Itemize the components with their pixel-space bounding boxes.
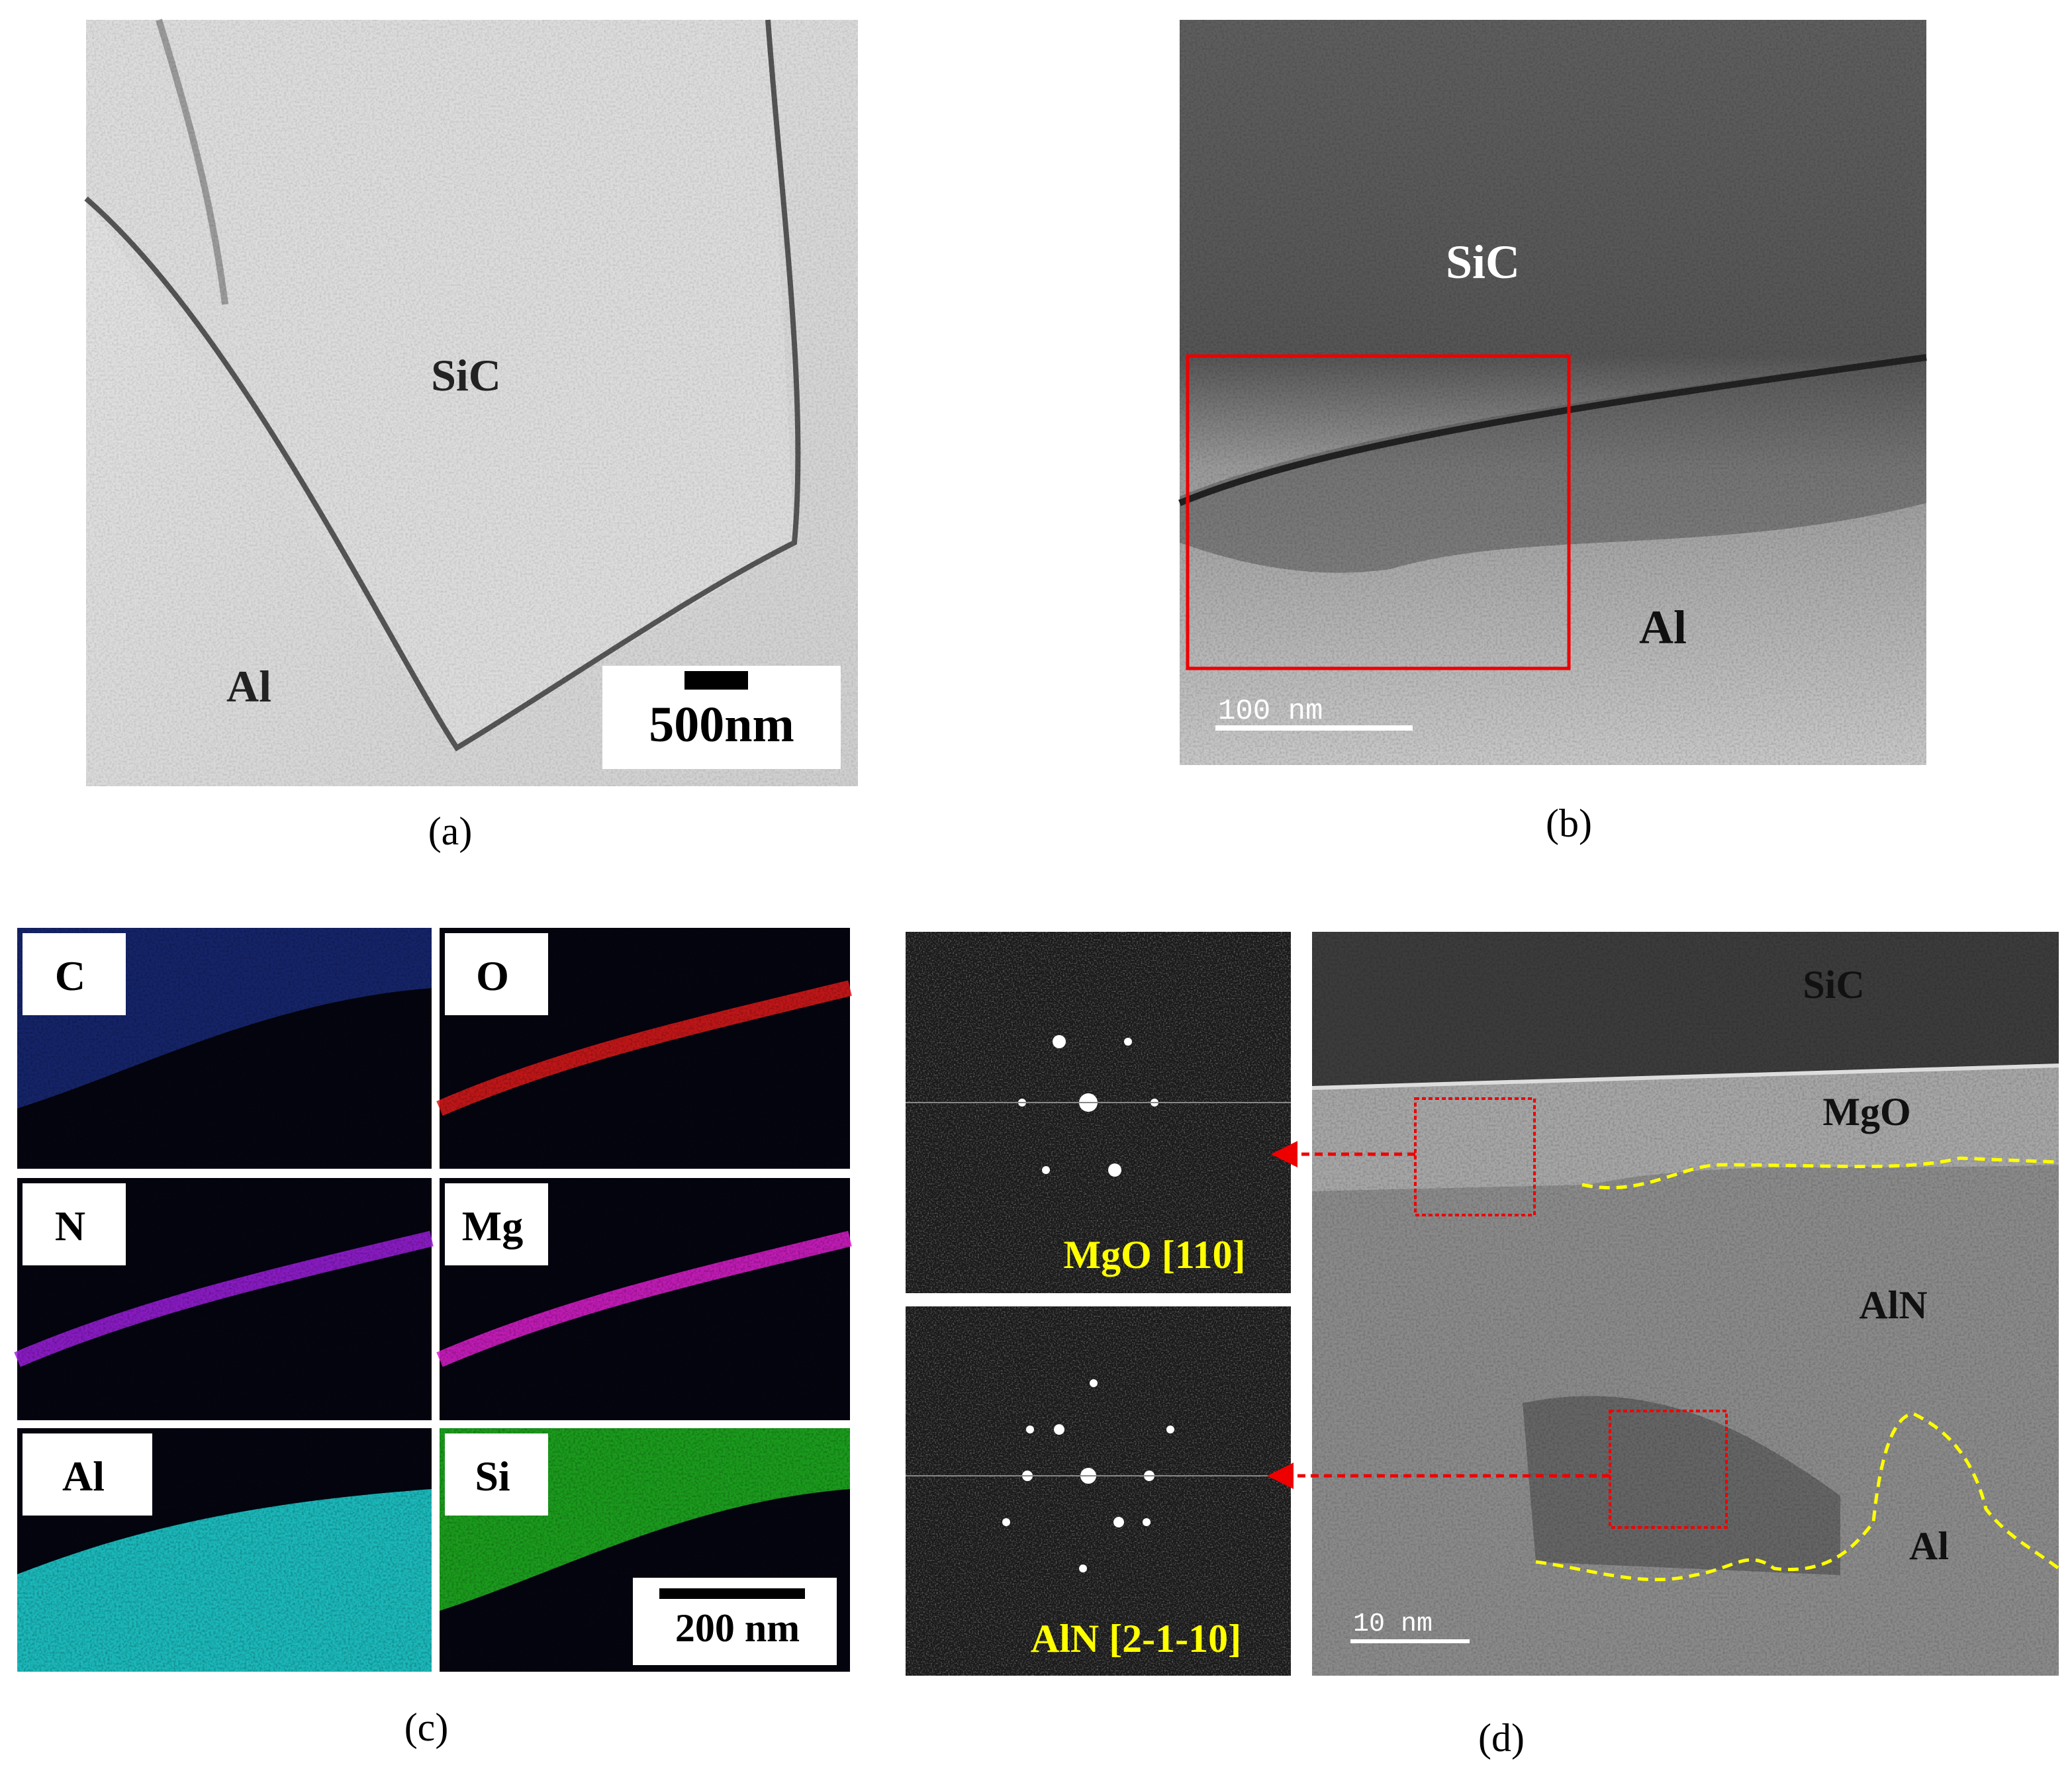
label: Al (1909, 1524, 1949, 1568)
scale-label: 500nm (649, 697, 794, 752)
caption: (a) (428, 809, 473, 853)
label-box (23, 1183, 126, 1265)
panel-b: SiC Al 100 nm (b) (1178, 20, 1927, 845)
scale-bar (684, 671, 748, 690)
scale-label: 100 nm (1218, 695, 1323, 728)
texture (86, 20, 858, 786)
eds-map: N (14, 1178, 434, 1420)
hrtem: SiC MgO AlN Al 10 nm (1267, 932, 2060, 1676)
label: Al (226, 661, 271, 711)
map-label: Al (62, 1453, 105, 1500)
label: SiC (431, 350, 501, 400)
fft-label: MgO [110] (1064, 1233, 1246, 1277)
map-label: O (476, 952, 509, 999)
fft-label: AlN [2-1-10] (1031, 1617, 1241, 1660)
fft-1: MgO [110] (906, 932, 1291, 1293)
scale-bar (659, 1588, 805, 1599)
label-box (23, 1433, 152, 1516)
fft-2: AlN [2-1-10] (906, 1306, 1291, 1676)
label: Al (1639, 601, 1687, 654)
caption: (d) (1478, 1716, 1525, 1760)
panel-a: SiC Al 500nm (a) (84, 19, 858, 853)
label-box (445, 1433, 548, 1516)
label-box (445, 933, 548, 1015)
eds-map: O (436, 928, 852, 1169)
roi-box (1186, 354, 1571, 670)
label: SiC (1803, 963, 1864, 1007)
texture (1180, 20, 1926, 765)
caption: (b) (1546, 801, 1592, 845)
map-label: N (55, 1202, 85, 1249)
map-label: C (55, 952, 85, 999)
eds-map: Mg (436, 1178, 852, 1420)
caption: (c) (404, 1705, 449, 1749)
map-label: Si (475, 1453, 510, 1500)
eds-map: Al (17, 1428, 432, 1672)
label-box (445, 1183, 548, 1265)
label: AlN (1859, 1283, 1927, 1327)
label: SiC (1446, 236, 1520, 289)
label: MgO (1822, 1090, 1910, 1134)
map-label: Mg (462, 1202, 523, 1249)
label-box (23, 933, 126, 1015)
panel-c: C O N Mg Al Si 200 nm (14, 928, 852, 1672)
panel-d: MgO [110] AlN [2-1-10] SiC MgO AlN Al 10… (906, 932, 2060, 1760)
scale-label: 10 nm (1353, 1610, 1433, 1639)
eds-map: C (17, 928, 432, 1169)
scale-label: 200 nm (675, 1606, 800, 1650)
